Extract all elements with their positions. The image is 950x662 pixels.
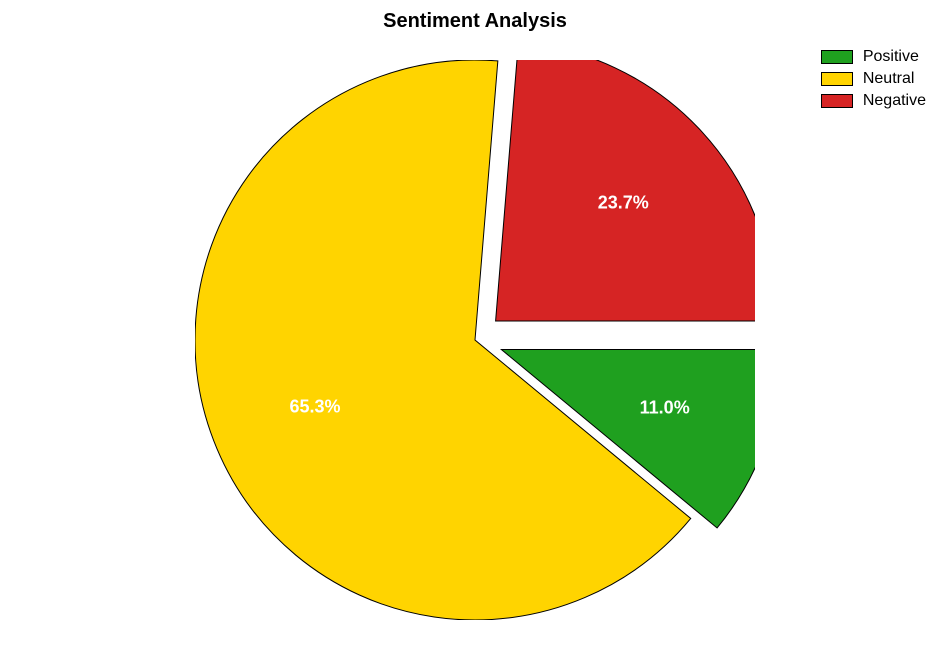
legend-label-neutral: Neutral xyxy=(863,70,915,88)
slice-label-positive: 11.0% xyxy=(640,398,690,419)
chart-title: Sentiment Analysis xyxy=(383,10,567,33)
legend-swatch-negative xyxy=(821,94,853,108)
slice-label-negative: 23.7% xyxy=(598,193,649,214)
legend-item-neutral: Neutral xyxy=(821,70,926,88)
pie-slice-negative xyxy=(496,60,755,321)
slice-label-neutral: 65.3% xyxy=(290,397,341,418)
legend-label-negative: Negative xyxy=(863,92,926,110)
legend-swatch-positive xyxy=(821,50,853,64)
legend-item-positive: Positive xyxy=(821,48,926,66)
legend: Positive Neutral Negative xyxy=(821,48,926,114)
legend-swatch-neutral xyxy=(821,72,853,86)
legend-label-positive: Positive xyxy=(863,48,919,66)
legend-item-negative: Negative xyxy=(821,92,926,110)
pie-chart: 23.7% 65.3% 11.0% xyxy=(195,60,755,620)
